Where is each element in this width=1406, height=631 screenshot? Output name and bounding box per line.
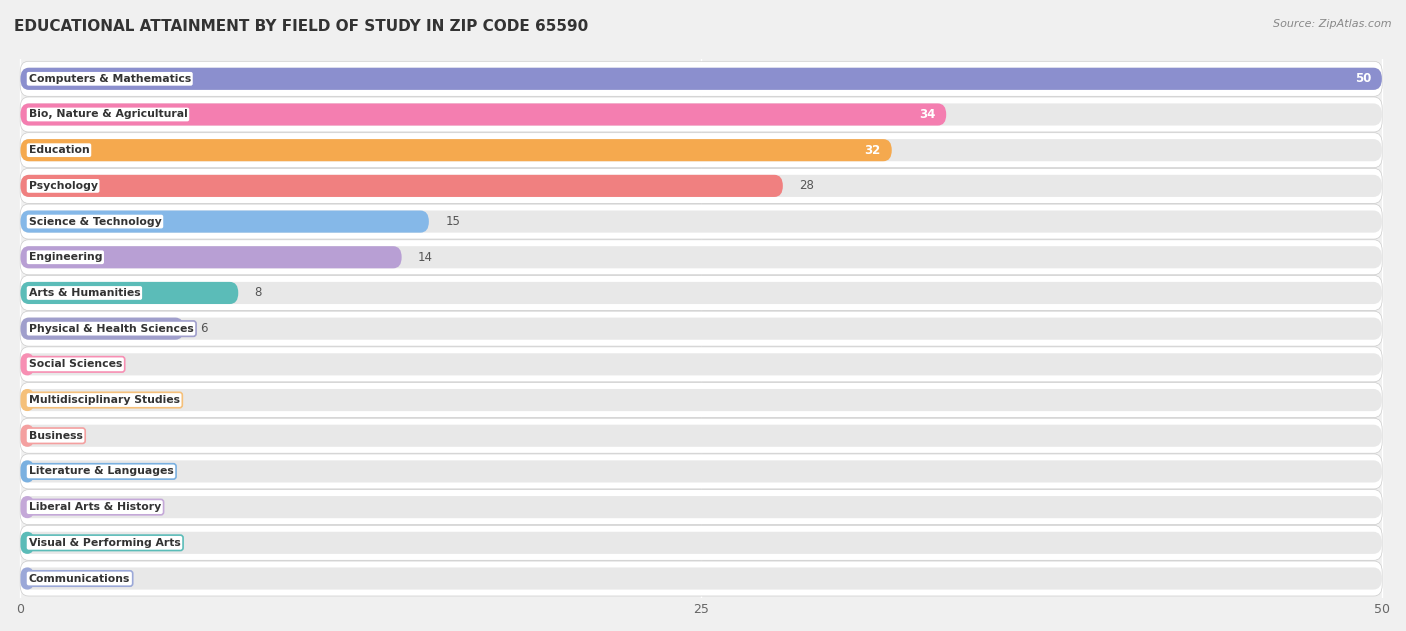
FancyBboxPatch shape (20, 97, 1382, 132)
FancyBboxPatch shape (21, 139, 891, 162)
FancyBboxPatch shape (20, 382, 1382, 418)
FancyBboxPatch shape (21, 246, 402, 268)
FancyBboxPatch shape (21, 317, 184, 339)
FancyBboxPatch shape (21, 532, 34, 554)
Text: 50: 50 (1354, 73, 1371, 85)
FancyBboxPatch shape (21, 103, 946, 126)
Text: Bio, Nature & Agricultural: Bio, Nature & Agricultural (28, 110, 187, 119)
Text: EDUCATIONAL ATTAINMENT BY FIELD OF STUDY IN ZIP CODE 65590: EDUCATIONAL ATTAINMENT BY FIELD OF STUDY… (14, 19, 588, 34)
Text: 0: 0 (42, 358, 49, 371)
Text: 14: 14 (418, 251, 433, 264)
Text: Liberal Arts & History: Liberal Arts & History (28, 502, 160, 512)
FancyBboxPatch shape (20, 454, 1382, 489)
FancyBboxPatch shape (21, 68, 1382, 90)
FancyBboxPatch shape (21, 425, 34, 447)
Text: 0: 0 (42, 500, 49, 514)
Text: 28: 28 (799, 179, 814, 192)
Text: 0: 0 (42, 465, 49, 478)
Text: Computers & Mathematics: Computers & Mathematics (28, 74, 191, 84)
FancyBboxPatch shape (21, 353, 34, 375)
FancyBboxPatch shape (20, 240, 1382, 274)
FancyBboxPatch shape (21, 496, 1382, 518)
FancyBboxPatch shape (21, 282, 1382, 304)
FancyBboxPatch shape (21, 103, 1382, 126)
Text: 15: 15 (446, 215, 460, 228)
FancyBboxPatch shape (21, 175, 783, 197)
FancyBboxPatch shape (21, 246, 1382, 268)
Text: Social Sciences: Social Sciences (28, 359, 122, 369)
Text: Psychology: Psychology (28, 181, 97, 191)
FancyBboxPatch shape (21, 461, 1382, 483)
Text: 34: 34 (920, 108, 935, 121)
FancyBboxPatch shape (21, 389, 34, 411)
Text: 6: 6 (200, 322, 208, 335)
FancyBboxPatch shape (20, 204, 1382, 239)
Text: Physical & Health Sciences: Physical & Health Sciences (28, 324, 194, 334)
FancyBboxPatch shape (20, 133, 1382, 168)
FancyBboxPatch shape (21, 282, 238, 304)
FancyBboxPatch shape (21, 175, 1382, 197)
Text: Education: Education (28, 145, 90, 155)
Text: Communications: Communications (28, 574, 129, 584)
Text: Business: Business (28, 431, 83, 440)
FancyBboxPatch shape (20, 526, 1382, 560)
FancyBboxPatch shape (21, 389, 1382, 411)
FancyBboxPatch shape (21, 567, 1382, 589)
Text: Multidisciplinary Studies: Multidisciplinary Studies (28, 395, 180, 405)
Text: Visual & Performing Arts: Visual & Performing Arts (28, 538, 180, 548)
FancyBboxPatch shape (20, 168, 1382, 203)
Text: 32: 32 (865, 144, 882, 156)
FancyBboxPatch shape (21, 425, 1382, 447)
Text: 0: 0 (42, 536, 49, 550)
FancyBboxPatch shape (21, 567, 34, 589)
Text: Literature & Languages: Literature & Languages (28, 466, 173, 476)
FancyBboxPatch shape (21, 532, 1382, 554)
Text: Science & Technology: Science & Technology (28, 216, 162, 227)
Text: 0: 0 (42, 429, 49, 442)
FancyBboxPatch shape (20, 311, 1382, 346)
FancyBboxPatch shape (21, 211, 429, 233)
FancyBboxPatch shape (21, 496, 34, 518)
FancyBboxPatch shape (20, 418, 1382, 453)
Text: 8: 8 (254, 286, 262, 300)
FancyBboxPatch shape (20, 276, 1382, 310)
FancyBboxPatch shape (21, 68, 1382, 90)
Text: Arts & Humanities: Arts & Humanities (28, 288, 141, 298)
FancyBboxPatch shape (20, 490, 1382, 524)
FancyBboxPatch shape (21, 211, 1382, 233)
FancyBboxPatch shape (21, 139, 1382, 162)
FancyBboxPatch shape (21, 317, 1382, 339)
FancyBboxPatch shape (21, 353, 1382, 375)
FancyBboxPatch shape (20, 347, 1382, 382)
Text: 0: 0 (42, 394, 49, 406)
FancyBboxPatch shape (21, 461, 34, 483)
FancyBboxPatch shape (20, 561, 1382, 596)
FancyBboxPatch shape (20, 61, 1382, 97)
Text: Engineering: Engineering (28, 252, 103, 262)
Text: 0: 0 (42, 572, 49, 585)
Text: Source: ZipAtlas.com: Source: ZipAtlas.com (1274, 19, 1392, 29)
